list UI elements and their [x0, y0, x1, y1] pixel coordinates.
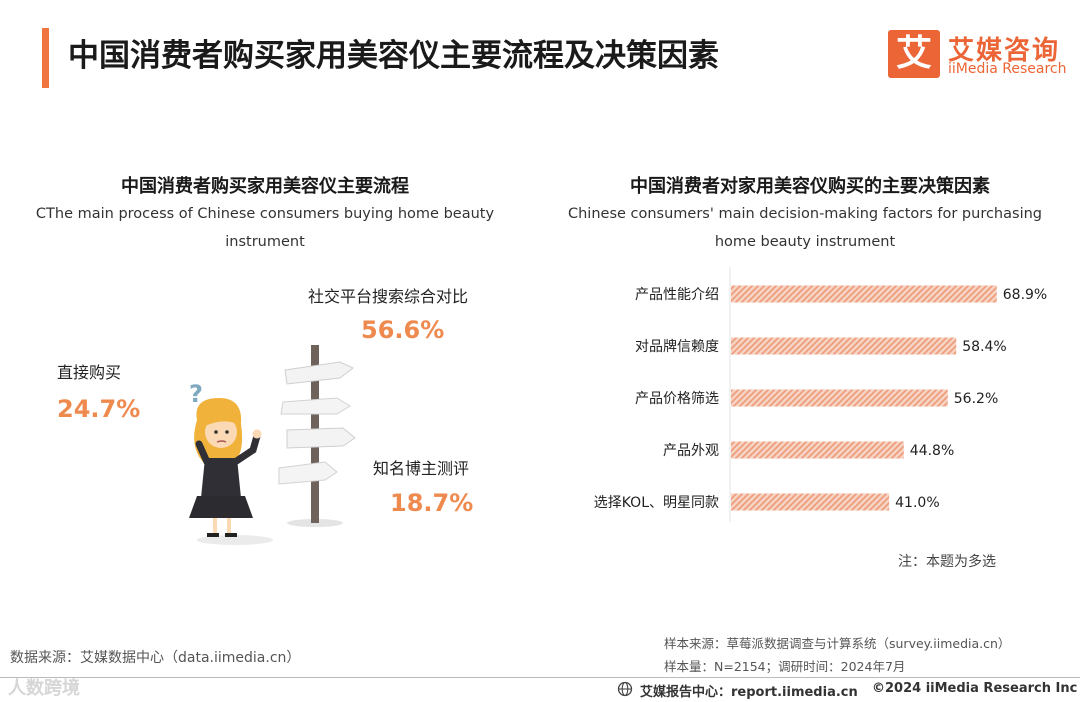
data-label: 41.0%	[895, 495, 939, 511]
bar	[731, 493, 890, 511]
chart-note: 注：本题为多选	[898, 554, 996, 570]
bar	[731, 441, 904, 459]
footer-divider	[0, 677, 1080, 678]
data-source: 数据来源：艾媒数据中心（data.iimedia.cn）	[10, 650, 301, 666]
step-label-blogger-review: 知名博主测评	[373, 459, 470, 478]
sample-source: 样本来源：草莓派数据调查与计算系统（survey.iimedia.cn）	[664, 636, 1011, 651]
signpost-illustration: ?	[189, 345, 356, 545]
question-mark-icon: ?	[189, 380, 203, 408]
category-label: 对品牌信赖度	[635, 338, 719, 355]
bar	[731, 337, 957, 355]
bar	[731, 389, 948, 407]
factors-section-title: 中国消费者对家用美容仪购买的主要决策因素	[630, 176, 990, 197]
copyright: ©2024 iiMedia Research Inc	[872, 681, 1078, 696]
category-label: 选择KOL、明星同款	[594, 495, 719, 511]
process-section-subtitle: CThe main process of Chinese consumers b…	[35, 206, 495, 250]
factors-section-subtitle: Chinese consumers' main decision-making …	[567, 206, 1042, 250]
step-value-social-search: 56.6%	[361, 316, 445, 344]
step-label-social-search: 社交平台搜索综合对比	[308, 287, 469, 306]
decision-factors-bar-chart: 产品性能介绍 68.9% 对品牌信赖度 58.4% 产品价格筛选 56.2% 产品外观 44.…	[594, 267, 1047, 522]
process-section-title: 中国消费者购买家用美容仪主要流程	[121, 176, 409, 197]
category-label: 产品价格筛选	[635, 391, 719, 407]
globe-icon	[617, 681, 633, 697]
step-value-direct-buy: 24.7%	[57, 395, 141, 423]
step-value-blogger-review: 18.7%	[390, 489, 474, 517]
title-accent-bar	[42, 28, 49, 88]
page-title: 中国消费者购买家用美容仪主要流程及决策因素	[68, 38, 719, 74]
sign-arrow-icons	[278, 361, 356, 485]
logo-mark: 艾	[888, 30, 940, 78]
data-label: 44.8%	[910, 443, 954, 459]
data-label: 58.4%	[962, 339, 1006, 355]
category-label: 产品性能介绍	[635, 287, 719, 303]
confused-girl-icon	[189, 398, 262, 537]
report-center-link[interactable]: 艾媒报告中心：report.iimedia.cn	[640, 685, 858, 700]
step-label-direct-buy: 直接购买	[57, 363, 122, 382]
logo-text-cn: 艾媒咨询	[948, 36, 1061, 66]
watermark: 人数跨境	[8, 678, 80, 699]
sample-size: 样本量：N=2154；调研时间：2024年7月	[664, 659, 906, 674]
logo-text-en: iiMedia Research	[948, 61, 1067, 77]
data-label: 68.9%	[1003, 287, 1047, 303]
ground-shadow-icon	[197, 535, 273, 545]
category-label: 产品外观	[663, 443, 719, 459]
data-label: 56.2%	[954, 391, 998, 407]
bar	[731, 285, 997, 303]
